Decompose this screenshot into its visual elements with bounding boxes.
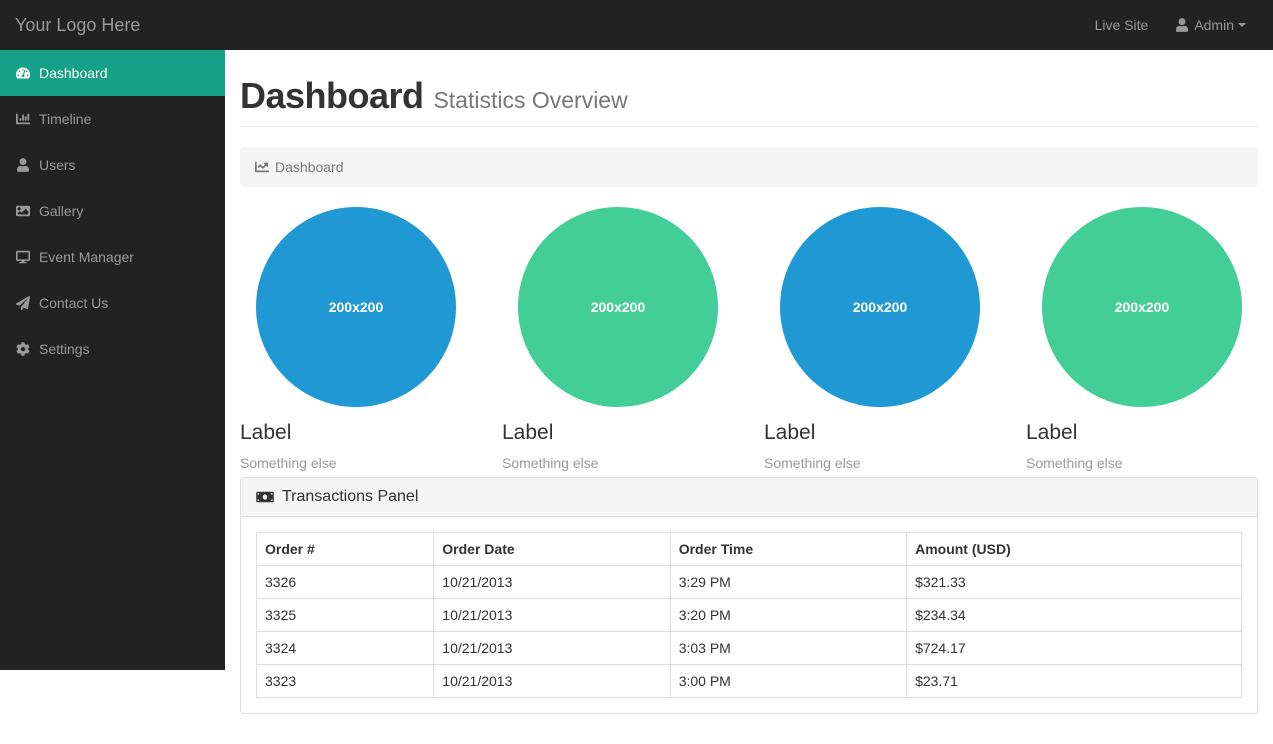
sidebar-item-users[interactable]: Users	[0, 142, 225, 188]
sidebar-item-settings[interactable]: Settings	[0, 326, 225, 372]
transactions-panel-header: Transactions Panel	[241, 478, 1257, 517]
sidebar-item-event-manager[interactable]: Event Manager	[0, 234, 225, 280]
image-icon	[15, 204, 31, 218]
caret-icon	[1238, 23, 1246, 27]
breadcrumb-label: Dashboard	[275, 159, 344, 175]
admin-dropdown[interactable]: Admin	[1162, 2, 1258, 48]
stat-circle: 200x200	[518, 207, 718, 407]
table-cell: 3325	[257, 599, 434, 632]
table-row[interactable]: 332310/21/20133:00 PM$23.71	[257, 665, 1242, 698]
stat-circle-col: 200x200 Label Something else	[240, 207, 472, 471]
sidebar-item-label: Timeline	[39, 111, 91, 127]
table-row[interactable]: 332610/21/20133:29 PM$321.33	[257, 566, 1242, 599]
table-cell: 3324	[257, 632, 434, 665]
circle-label: Label	[764, 421, 996, 445]
sidebar-item-label: Dashboard	[39, 65, 108, 81]
sidebar-item-timeline[interactable]: Timeline	[0, 96, 225, 142]
table-row[interactable]: 332510/21/20133:20 PM$234.34	[257, 599, 1242, 632]
table-column-header: Order #	[257, 533, 434, 566]
stat-circle-col: 200x200 Label Something else	[502, 207, 734, 471]
table-cell: $23.71	[907, 665, 1242, 698]
table-cell: $724.17	[907, 632, 1242, 665]
table-cell: 10/21/2013	[434, 632, 670, 665]
table-column-header: Order Date	[434, 533, 670, 566]
navbar-right: Live Site Admin	[1083, 2, 1258, 48]
monitor-icon	[15, 250, 31, 264]
chart-icon	[15, 112, 31, 126]
circle-placeholder-text: 200x200	[591, 299, 646, 315]
stat-circle-col: 200x200 Label Something else	[764, 207, 996, 471]
circle-label: Label	[240, 421, 472, 445]
circle-subtext: Something else	[1026, 455, 1258, 471]
page-header: Dashboard Statistics Overview	[240, 75, 1258, 127]
table-cell: $321.33	[907, 566, 1242, 599]
stat-circle: 200x200	[1042, 207, 1242, 407]
gear-icon	[15, 342, 31, 356]
transactions-table: Order #Order DateOrder TimeAmount (USD) …	[256, 532, 1242, 698]
sidebar-item-dashboard[interactable]: Dashboard	[0, 50, 225, 96]
live-site-link[interactable]: Live Site	[1083, 2, 1161, 48]
table-cell: 10/21/2013	[434, 599, 670, 632]
stat-circle: 200x200	[780, 207, 980, 407]
table-header-row: Order #Order DateOrder TimeAmount (USD)	[257, 533, 1242, 566]
sidebar-item-label: Event Manager	[39, 249, 134, 265]
sidebar-item-label: Users	[39, 157, 76, 173]
top-navbar: Your Logo Here Live Site Admin	[0, 0, 1273, 50]
table-column-header: Order Time	[670, 533, 906, 566]
page-title: Dashboard	[240, 75, 424, 116]
table-cell: 3:29 PM	[670, 566, 906, 599]
sidebar: Dashboard Timeline Users Gallery Event Manag…	[0, 50, 225, 670]
stat-circle: 200x200	[256, 207, 456, 407]
table-cell: 3:00 PM	[670, 665, 906, 698]
circle-subtext: Something else	[502, 455, 734, 471]
brand-logo[interactable]: Your Logo Here	[15, 15, 140, 36]
circle-placeholder-text: 200x200	[1115, 299, 1170, 315]
circle-placeholder-text: 200x200	[329, 299, 384, 315]
sidebar-item-gallery[interactable]: Gallery	[0, 188, 225, 234]
table-cell: 3326	[257, 566, 434, 599]
stat-circles-row: 200x200 Label Something else 200x200 Label So…	[240, 207, 1258, 471]
money-icon	[256, 490, 274, 504]
page-subtitle: Statistics Overview	[433, 87, 627, 113]
table-row[interactable]: 332410/21/20133:03 PM$724.17	[257, 632, 1242, 665]
table-cell: 10/21/2013	[434, 566, 670, 599]
admin-label: Admin	[1194, 17, 1234, 33]
table-cell: $234.34	[907, 599, 1242, 632]
sidebar-item-label: Settings	[39, 341, 90, 357]
user-icon	[15, 158, 31, 172]
table-cell: 10/21/2013	[434, 665, 670, 698]
table-cell: 3323	[257, 665, 434, 698]
circle-subtext: Something else	[240, 455, 472, 471]
dashboard-icon	[15, 66, 31, 80]
dashboard-icon	[255, 160, 269, 174]
circle-label: Label	[1026, 421, 1258, 445]
table-cell: 3:03 PM	[670, 632, 906, 665]
transactions-panel-title: Transactions Panel	[282, 488, 418, 506]
sidebar-item-label: Contact Us	[39, 295, 108, 311]
transactions-panel: Transactions Panel Order #Order DateOrde…	[240, 477, 1258, 714]
sidebar-item-contact-us[interactable]: Contact Us	[0, 280, 225, 326]
table-cell: 3:20 PM	[670, 599, 906, 632]
breadcrumb: Dashboard	[240, 147, 1258, 187]
circle-label: Label	[502, 421, 734, 445]
main-content: Dashboard Statistics Overview Dashboard …	[225, 50, 1273, 744]
circle-subtext: Something else	[764, 455, 996, 471]
stat-circle-col: 200x200 Label Something else	[1026, 207, 1258, 471]
table-body: 332610/21/20133:29 PM$321.33332510/21/20…	[257, 566, 1242, 698]
send-icon	[15, 296, 31, 310]
transactions-panel-body: Order #Order DateOrder TimeAmount (USD) …	[241, 517, 1257, 713]
user-icon	[1174, 18, 1190, 32]
table-column-header: Amount (USD)	[907, 533, 1242, 566]
circle-placeholder-text: 200x200	[853, 299, 908, 315]
sidebar-item-label: Gallery	[39, 203, 83, 219]
